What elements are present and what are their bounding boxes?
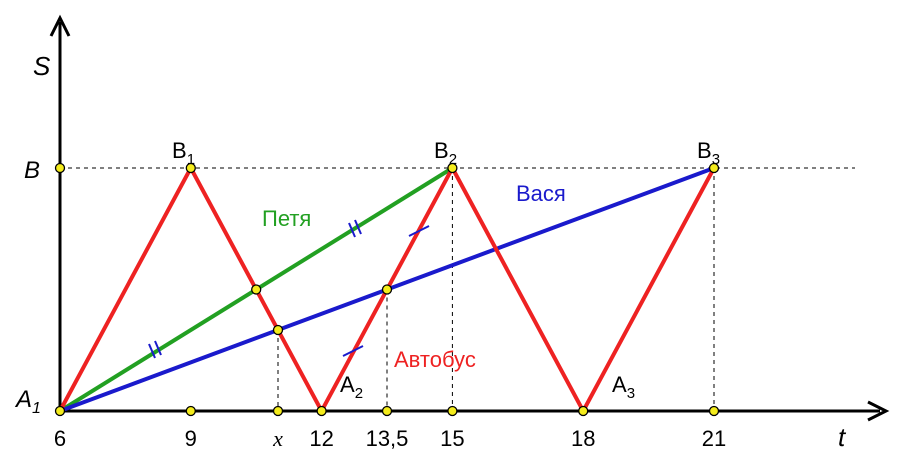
series-name-petya: Петя [262,206,311,231]
x-tick-label-18: 18 [571,426,595,451]
point-8 [54,162,66,174]
point-9 [185,162,196,174]
bus-single-mark-upper [408,225,430,237]
point-1 [185,405,196,417]
x-tick-labels: 6 9 x 12 13,5 15 18 21 [54,426,726,451]
series-name-vasya: Вася [516,181,566,206]
point-14 [381,284,393,295]
point-11 [708,162,720,174]
label-a3: A3 [612,372,635,402]
point-13 [272,324,284,336]
y-axis-arrow [49,14,71,37]
point-0 [54,405,66,417]
x-tick-label-15: 15 [440,426,464,451]
x-tick-label-21: 21 [702,426,726,451]
petya-double-mark [348,219,362,238]
point-7 [708,405,720,417]
point-5 [447,405,458,417]
point-10 [447,162,458,174]
y-axis-label: S [33,51,51,81]
x-tick-label-9: 9 [185,426,197,451]
bus-single-mark-lower [342,345,364,357]
x-axis-label: t [838,422,847,452]
segment-marks [148,219,430,359]
label-b3: B3 [697,138,720,168]
origin-label: A1 [14,386,41,417]
axes [49,14,890,422]
x-axis-arrow [867,400,890,422]
label-a2: A2 [340,372,363,402]
vasya-double-mark [148,340,162,359]
guide-lines [60,167,855,411]
x-tick-label-x: x [272,426,283,451]
label-b1: B1 [172,138,195,168]
x-tick-label-12: 12 [309,426,333,451]
points [54,162,720,417]
y-tick-label-b: B [24,157,40,184]
label-b2: B2 [434,138,457,168]
point-4 [381,405,393,417]
point-12 [251,284,262,295]
series-name-bus: Автобус [394,347,476,372]
x-tick-label-6: 6 [54,426,66,451]
point-2 [272,405,284,417]
point-3 [316,405,327,417]
x-tick-label-13,5: 13,5 [366,426,409,451]
point-6 [578,405,589,417]
